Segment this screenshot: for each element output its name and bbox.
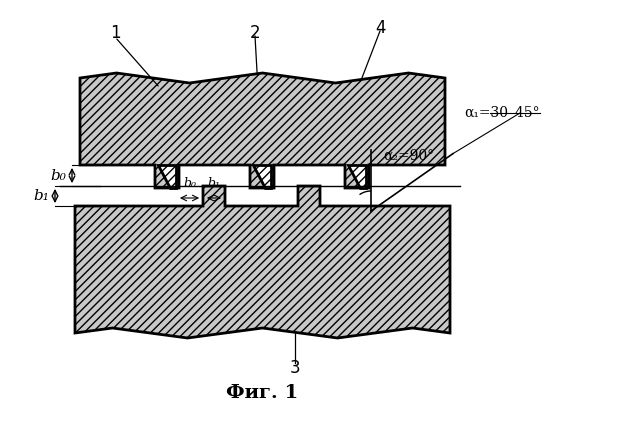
Text: Фиг. 1: Фиг. 1 [226,384,298,402]
Text: 2: 2 [250,24,260,42]
Text: b₁: b₁ [207,177,221,190]
Text: α₁=30–45°: α₁=30–45° [465,106,540,120]
Polygon shape [75,186,450,338]
Polygon shape [158,165,176,188]
Text: 3: 3 [290,359,300,377]
Polygon shape [80,73,445,188]
Text: 1: 1 [109,24,120,42]
Polygon shape [253,165,271,188]
Text: b₁: b₁ [33,189,49,203]
Text: b₀: b₀ [183,177,196,190]
Text: 4: 4 [375,19,385,37]
Text: α₂=90°: α₂=90° [383,149,434,163]
Polygon shape [348,165,366,188]
Text: b₀: b₀ [50,168,66,182]
